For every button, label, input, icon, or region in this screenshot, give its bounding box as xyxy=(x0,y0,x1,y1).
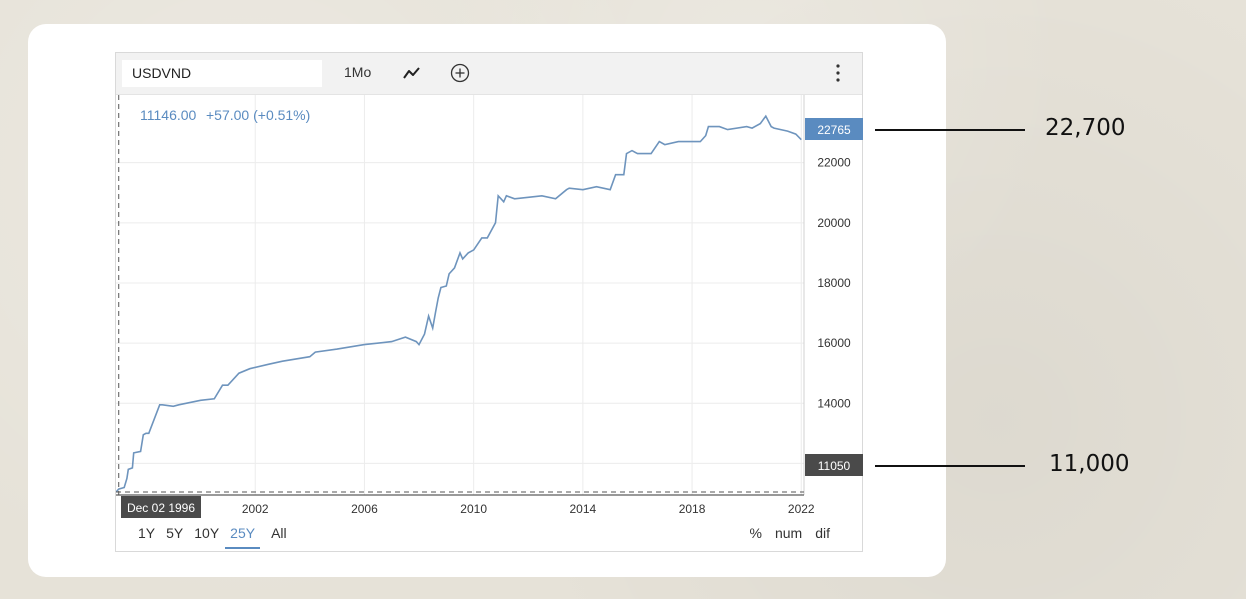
y-tick-label: 22000 xyxy=(817,156,851,170)
x-tick-label: 2006 xyxy=(351,502,378,516)
mode-button-num[interactable]: num xyxy=(774,525,803,541)
x-tick-label: 2022 xyxy=(788,502,815,516)
crosshair-price-tag: 11050 xyxy=(805,454,863,476)
annotation-bottom: 11,000 xyxy=(1049,451,1130,477)
range-button-25y[interactable]: 25Y xyxy=(225,525,261,549)
series-line xyxy=(116,114,802,493)
y-tick-label: 18000 xyxy=(817,276,851,290)
mode-selector: % num dif xyxy=(737,525,830,541)
x-tick-label: 2010 xyxy=(460,502,487,516)
interval-button[interactable]: 1Mo xyxy=(344,64,372,80)
last-price-label: 22765 xyxy=(817,123,851,137)
vertical-dots-icon[interactable] xyxy=(834,63,842,86)
symbol-input[interactable]: USDVND xyxy=(122,60,322,87)
chart-toolbar: USDVND 1Mo xyxy=(116,53,862,95)
x-tick-label: 2002 xyxy=(242,502,269,516)
range-button-1y[interactable]: 1Y xyxy=(138,525,156,541)
crosshair-date-tag: Dec 02 1996 xyxy=(121,496,201,518)
y-tick-label: 14000 xyxy=(817,396,851,410)
tooltip-change: +57.00 (+0.51%) xyxy=(206,107,310,123)
crosshair-date-label: Dec 02 1996 xyxy=(127,501,195,515)
range-button-5y[interactable]: 5Y xyxy=(166,525,184,541)
x-tick-label: 2014 xyxy=(570,502,597,516)
y-tick-label: 16000 xyxy=(817,336,851,350)
x-tick-label: 2018 xyxy=(679,502,706,516)
annotation-top: 22,700 xyxy=(1045,115,1126,141)
tooltip-value: 11146.00 xyxy=(140,107,197,123)
line-chart-icon[interactable] xyxy=(402,65,422,84)
crosshair-price-label: 11050 xyxy=(818,459,851,473)
y-tick-label: 20000 xyxy=(817,216,851,230)
range-button-10y[interactable]: 10Y xyxy=(194,525,220,541)
last-price-tag: 22765 xyxy=(805,118,863,140)
plus-circle-icon[interactable] xyxy=(450,63,470,86)
mode-button-percent[interactable]: % xyxy=(749,525,762,541)
annotation-line-bottom xyxy=(875,465,1025,467)
range-selector: 1Y 5Y 10Y 25Y All xyxy=(138,525,298,549)
annotation-line-top xyxy=(875,129,1025,131)
range-button-all[interactable]: All xyxy=(271,525,287,541)
mode-button-dif[interactable]: dif xyxy=(815,525,830,541)
